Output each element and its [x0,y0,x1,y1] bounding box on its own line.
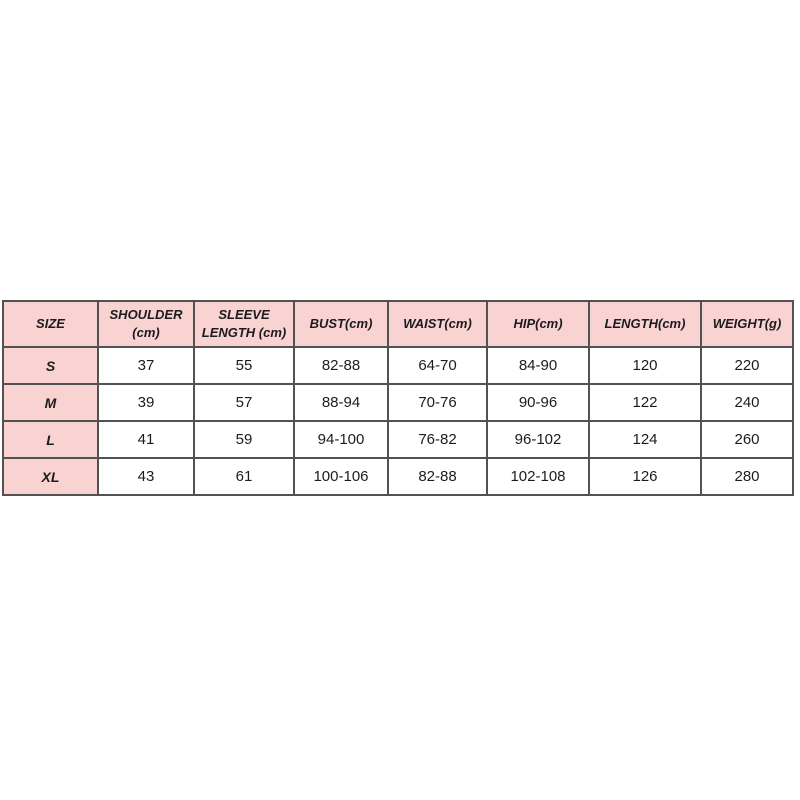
size-label-cell: S [2,346,99,385]
header-label: HIP(cm) [513,316,563,332]
size-label-cell: L [2,420,99,459]
header-cell-size: SIZE [2,300,99,348]
hip-value-cell: 84-90 [486,346,590,385]
weight-value-cell: 240 [700,383,794,422]
hip-value-cell: 90-96 [486,383,590,422]
header-cell-sleeve-length: SLEEVE LENGTH (cm) [193,300,295,348]
shoulder-value-cell: 39 [97,383,195,422]
bust-value-cell: 94-100 [293,420,389,459]
weight-value-cell: 260 [700,420,794,459]
bust-value-cell: 100-106 [293,457,389,496]
sleeve-length-value-cell: 57 [193,383,295,422]
length-value-cell: 124 [588,420,702,459]
header-label-line2: LENGTH (cm) [201,325,287,340]
header-cell-weight: WEIGHT(g) [700,300,794,348]
header-row: SIZE SHOULDER (cm) SLEEVE LENGTH (cm) BU… [2,300,794,348]
hip-value-cell: 96-102 [486,420,590,459]
header-label-line1: SLEEVE [218,307,270,323]
header-label: WAIST(cm) [403,316,472,332]
bust-value-cell: 88-94 [293,383,389,422]
header-label: LENGTH(cm) [604,316,686,332]
header-label-line2: (cm) [132,325,160,340]
table-row-m: M 39 57 88-94 70-76 90-96 122 240 [2,383,794,422]
weight-value-cell: 280 [700,457,794,496]
sleeve-length-value-cell: 61 [193,457,295,496]
table-row-l: L 41 59 94-100 76-82 96-102 124 260 [2,420,794,459]
hip-value-cell: 102-108 [486,457,590,496]
header-cell-waist: WAIST(cm) [387,300,488,348]
header-label: SIZE [36,316,65,332]
bust-value-cell: 82-88 [293,346,389,385]
header-label: WEIGHT(g) [712,316,782,332]
table-row-xl: XL 43 61 100-106 82-88 102-108 126 280 [2,457,794,496]
header-cell-bust: BUST(cm) [293,300,389,348]
sleeve-length-value-cell: 59 [193,420,295,459]
size-label-cell: XL [2,457,99,496]
waist-value-cell: 76-82 [387,420,488,459]
length-value-cell: 126 [588,457,702,496]
sleeve-length-value-cell: 55 [193,346,295,385]
table-row-s: S 37 55 82-88 64-70 84-90 120 220 [2,346,794,385]
shoulder-value-cell: 37 [97,346,195,385]
length-value-cell: 120 [588,346,702,385]
length-value-cell: 122 [588,383,702,422]
header-cell-hip: HIP(cm) [486,300,590,348]
header-cell-length: LENGTH(cm) [588,300,702,348]
shoulder-value-cell: 43 [97,457,195,496]
shoulder-value-cell: 41 [97,420,195,459]
header-label-line1: SHOULDER [109,307,183,323]
weight-value-cell: 220 [700,346,794,385]
waist-value-cell: 82-88 [387,457,488,496]
size-chart-table: SIZE SHOULDER (cm) SLEEVE LENGTH (cm) BU… [2,300,794,496]
waist-value-cell: 70-76 [387,383,488,422]
size-label-cell: M [2,383,99,422]
header-cell-shoulder: SHOULDER (cm) [97,300,195,348]
waist-value-cell: 64-70 [387,346,488,385]
header-label: BUST(cm) [309,316,373,332]
